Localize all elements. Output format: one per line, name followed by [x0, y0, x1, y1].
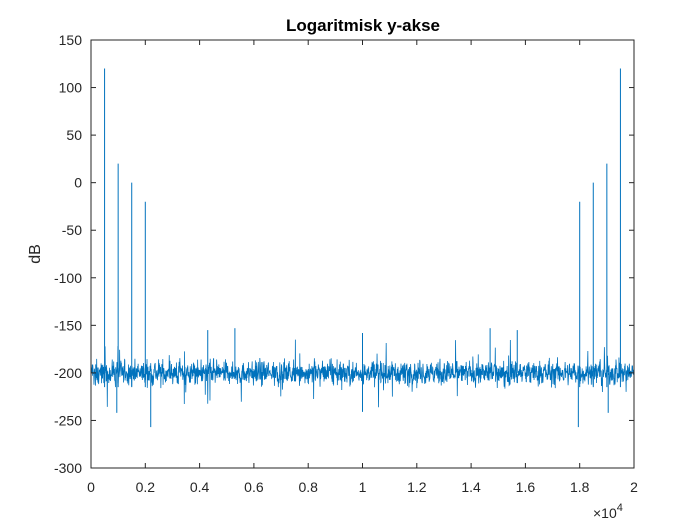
y-tick-label: -150: [54, 317, 82, 333]
x-tick-label: 1: [359, 479, 367, 495]
x-tick-label: 1.6: [516, 479, 536, 495]
y-tick-label: -50: [62, 222, 82, 238]
x-tick-label: 1.4: [461, 479, 481, 495]
y-tick-label: 50: [66, 127, 82, 143]
x-tick-label: 0: [87, 479, 95, 495]
x-tick-label: 2: [630, 479, 638, 495]
x-tick-label: 0.2: [136, 479, 156, 495]
data-layer: [90, 68, 635, 428]
x-tick-label: 1.8: [570, 479, 590, 495]
y-tick-label: 150: [59, 32, 83, 48]
y-tick-label: -300: [54, 460, 82, 476]
y-tick-label: 0: [74, 175, 82, 191]
y-tick-label: 100: [59, 80, 83, 96]
x-tick-label: 0.8: [298, 479, 318, 495]
x-axis-exponent: ×104: [593, 502, 623, 521]
tick-layer: 0 0.2 0.4 0.6 0.8 1 1.2 1.4 1.6 1.8 2 150 100 50 0 -50 -…: [54, 32, 638, 495]
x-tick-label: 1.2: [407, 479, 427, 495]
chart-title: Logaritmisk y-akse: [286, 16, 440, 35]
x-tick-label: 0.6: [244, 479, 264, 495]
x-tick-label: 0.4: [190, 479, 210, 495]
y-tick-label: -200: [54, 365, 82, 381]
y-axis-label: dB: [27, 244, 44, 264]
y-tick-label: -250: [54, 412, 82, 428]
y-tick-label: -100: [54, 270, 82, 286]
